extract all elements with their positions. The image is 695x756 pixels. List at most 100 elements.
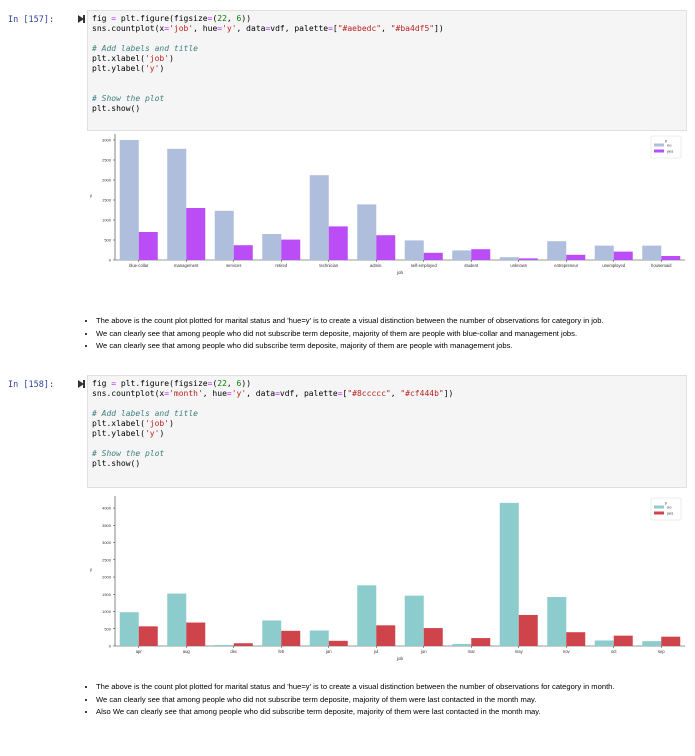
code-token: = [111, 379, 117, 388]
bar-yes [233, 245, 253, 260]
y-tick-label: 500 [104, 238, 111, 243]
x-axis-label: job [396, 656, 404, 661]
y-tick-label: 2000 [102, 178, 112, 183]
code-token: 'job' [144, 419, 170, 428]
bar-yes [471, 249, 491, 260]
code-editor[interactable]: fig = plt.figure(figsize=(22, 6)) sns.cou… [87, 10, 687, 131]
y-tick-label: 500 [104, 626, 111, 631]
code-token: ]) [443, 389, 454, 398]
code-token: = [226, 389, 232, 398]
code-token: = [111, 14, 117, 23]
bar-no [214, 210, 234, 260]
y-tick-label: 1000 [102, 609, 112, 614]
run-cell-icon[interactable] [78, 15, 85, 23]
x-tick-label: entrepreneur [554, 263, 579, 268]
code-token: 'month' [169, 389, 203, 398]
markdown-output: The above is the count plot plotted for … [82, 316, 695, 354]
y-tick-label: 3000 [102, 138, 112, 143]
x-tick-label: services [226, 263, 241, 268]
bullet-item: The above is the count plot plotted for … [96, 682, 695, 693]
legend-title: y [665, 138, 667, 143]
bar-no [547, 597, 567, 646]
code-token: = [164, 24, 170, 33]
y-tick-label: 2500 [102, 557, 112, 562]
x-tick-label: technician [319, 263, 339, 268]
code-token: 'y' [222, 24, 237, 33]
code-line: # Add labels and title [92, 409, 682, 419]
x-tick-label: housemaid [651, 263, 672, 268]
code-line: # Show the plot [92, 94, 682, 104]
bar-no [499, 502, 519, 646]
bar-no [594, 640, 614, 646]
bar-no [119, 612, 139, 646]
bar-no [404, 595, 424, 646]
code-line: fig = plt.figure(figsize=(22, 6)) [92, 379, 682, 389]
legend-swatch-no [654, 143, 664, 147]
bar-no [309, 175, 329, 260]
x-tick-label: jul [373, 649, 378, 654]
x-tick-label: unknown [510, 263, 527, 268]
code-token: # Add labels and title [92, 44, 198, 53]
bar-yes [566, 254, 586, 260]
bar-yes [661, 256, 681, 260]
bar-yes [328, 640, 348, 646]
code-token: "#cf444b" [400, 389, 444, 398]
month-countplot: 0 500 1000 1500 2000 2500 3000 3500 4000 apr aug de… [90, 496, 685, 661]
code-token: fig [92, 14, 112, 23]
legend-label: yes [667, 511, 673, 516]
code-token: , hue [202, 389, 227, 398]
x-tick-label: oct [611, 649, 617, 654]
code-token: plt.xlabel( [92, 54, 145, 63]
code-token: # Show the plot [92, 449, 165, 458]
x-tick-label: feb [278, 649, 284, 654]
bar-no [499, 257, 519, 260]
bullet-item: The above is the count plot plotted for … [96, 316, 695, 327]
code-editor[interactable]: fig = plt.figure(figsize=(22, 6)) sns.cou… [87, 375, 687, 488]
bar-yes [661, 636, 681, 646]
code-token: plt.figure(figsize [116, 379, 208, 388]
code-line [92, 439, 682, 449]
bar-no [357, 204, 377, 260]
code-token: plt.show() [92, 104, 141, 113]
legend-swatch-yes [654, 149, 664, 153]
code-token: 'y' [231, 389, 247, 398]
code-token: , data [236, 24, 266, 33]
run-cell-icon[interactable] [78, 380, 85, 388]
code-token: sns.countplot(x [92, 24, 165, 33]
x-tick-label: student [464, 263, 479, 268]
code-line: sns.countplot(x='month', hue='y', data=v… [92, 389, 682, 399]
code-token: ]) [434, 24, 444, 33]
code-line: plt.ylabel('y') [92, 64, 682, 74]
code-token: [ [342, 389, 348, 398]
bar-yes [186, 208, 206, 260]
bar-yes [566, 632, 586, 646]
code-token: [ [332, 24, 338, 33]
y-tick-label: 0 [109, 644, 112, 649]
x-tick-label: nov [563, 649, 571, 654]
bar-no [452, 643, 472, 646]
y-tick-label: 2500 [102, 158, 112, 163]
y-tick-label: 3000 [102, 540, 112, 545]
code-token: 6 [236, 14, 242, 23]
code-token: , data [246, 389, 276, 398]
code-token: , [226, 14, 237, 23]
bar-no [594, 245, 614, 260]
bar-yes [281, 239, 301, 260]
legend-swatch-no [654, 505, 664, 509]
bar-no [547, 241, 567, 260]
code-token: = [275, 389, 280, 398]
x-tick-label: blue-collar [129, 263, 149, 268]
code-token: = [337, 389, 343, 398]
legend-label: no [667, 143, 672, 148]
bullet-item: We can clearly see that among people who… [96, 695, 695, 706]
code-token: 'job' [169, 24, 194, 33]
legend-label: no [667, 505, 672, 510]
y-axis-label: y [90, 567, 93, 572]
code-token: = [328, 24, 333, 33]
code-token: 6 [236, 379, 242, 388]
code-token: plt.figure(figsize [116, 14, 208, 23]
code-token: ) [169, 419, 174, 428]
plot-area [115, 496, 685, 646]
code-token: = [207, 379, 213, 388]
code-token: = [217, 24, 223, 33]
